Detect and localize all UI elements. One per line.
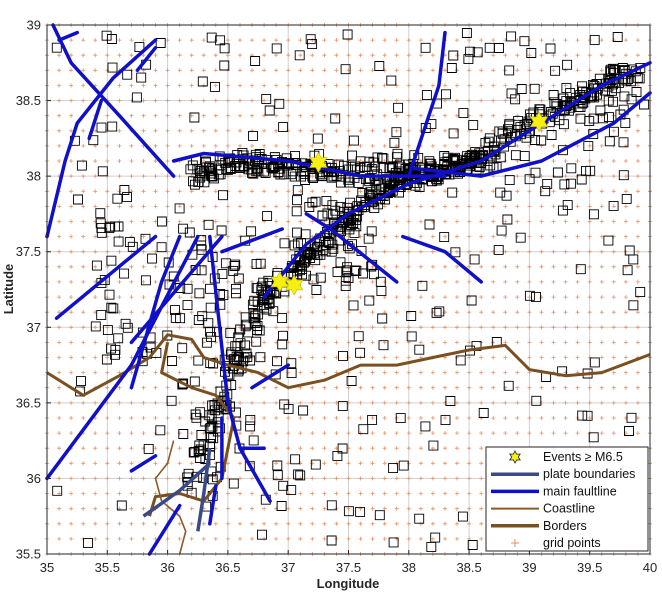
y-tick-label: 36 [27, 471, 41, 486]
fault-line [208, 234, 272, 503]
y-tick-label: 35.5 [16, 547, 41, 562]
big-event-marker [529, 111, 549, 133]
fault-line [45, 38, 158, 239]
plate-boundaries-layer [142, 447, 212, 532]
x-tick-label: 38 [402, 560, 416, 575]
y-tick-label: 37 [27, 320, 41, 335]
x-tick-label: 39 [522, 560, 536, 575]
x-tick-label: 40 [643, 560, 657, 575]
x-tick-label: 35.5 [95, 560, 120, 575]
x-tick-label: 37 [281, 560, 295, 575]
x-tick-label: 39.5 [577, 560, 602, 575]
y-tick-label: 37.5 [16, 244, 41, 259]
x-tick-label: 38.5 [456, 560, 481, 575]
legend-label: Borders [543, 519, 587, 533]
fault-line [57, 30, 79, 42]
fault-line [45, 234, 200, 481]
legend-label: grid points [543, 536, 601, 550]
fault-line [220, 227, 284, 254]
big-events-layer [270, 111, 549, 296]
legend-label: Events ≥ M6.5 [543, 450, 623, 464]
big-event-marker [285, 274, 304, 296]
coastline-line [154, 440, 187, 555]
legend-label: Coastline [543, 502, 595, 516]
x-tick-label: 36 [160, 560, 174, 575]
y-tick-label: 38.5 [16, 93, 41, 108]
fault-line [407, 30, 447, 178]
fault-line [87, 98, 104, 141]
legend-label: main faultline [543, 484, 617, 498]
fault-line [129, 234, 182, 390]
plate-boundary-line [142, 462, 211, 518]
fault-line [208, 484, 218, 526]
y-axis-label: Latitude [1, 264, 16, 315]
legend-label: plate boundaries [543, 467, 635, 481]
x-axis-label: Longitude [317, 576, 380, 591]
x-tick-label: 36.5 [215, 560, 240, 575]
fault-line [401, 234, 483, 284]
y-tick-labels: 35.5 36 36.5 37 37.5 38 38.5 39 [16, 18, 51, 562]
big-event-marker [270, 271, 289, 293]
y-tick-label: 36.5 [16, 395, 41, 410]
plate-boundary-line [196, 447, 212, 532]
y-tick-label: 38 [27, 169, 41, 184]
fault-line [147, 503, 182, 556]
fault-line [135, 45, 158, 73]
fault-line [413, 91, 652, 178]
x-tick-label: 35 [40, 560, 54, 575]
x-tick-label: 37.5 [336, 560, 361, 575]
legend: Events ≥ M6.5 plate boundaries main faultl… [485, 446, 649, 552]
fault-line [51, 23, 176, 178]
legend-star-icon [509, 450, 521, 464]
x-tick-labels: 35 35.5 36 36.5 37 37.5 38 38.5 39 39.5 40 [40, 550, 657, 575]
legend-box [485, 446, 649, 552]
fault-line [250, 363, 290, 390]
fault-line [54, 234, 158, 320]
coastline-layer [154, 440, 187, 555]
border-line [46, 333, 651, 397]
fault-line [171, 151, 447, 178]
legend-plus-icon [511, 539, 519, 547]
fault-line [129, 234, 224, 345]
big-event-marker [309, 151, 328, 174]
fault-line [129, 454, 158, 473]
y-tick-label: 39 [27, 18, 41, 33]
main-faults-layer [45, 23, 652, 556]
